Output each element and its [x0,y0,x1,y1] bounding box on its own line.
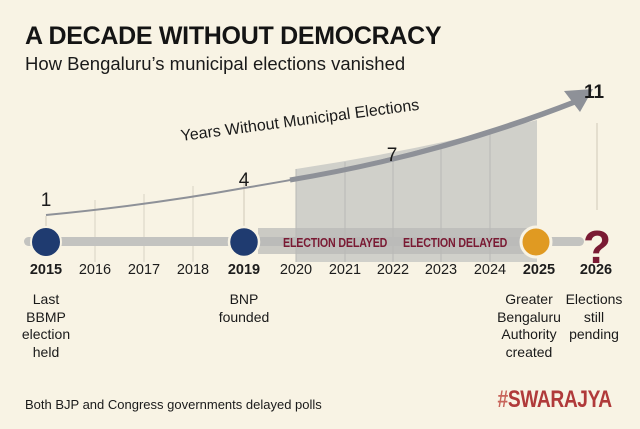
count-2022: 7 [386,145,398,166]
year-2017: 2017 [127,262,161,278]
year-gridlines [94,186,194,262]
brand-logo: #SWARAJYA [497,386,613,413]
year-2015: 2015 [29,262,63,278]
page-title: A DECADE WITHOUT DEMOCRACY [25,22,442,50]
year-2024: 2024 [473,262,507,278]
count-2015: 1 [40,190,52,211]
year-2016: 2016 [78,262,112,278]
footer-note: Both BJP and Congress governments delaye… [25,397,322,412]
year-2023: 2023 [424,262,458,278]
year-2020: 2020 [279,262,313,278]
year-2021: 2021 [328,262,362,278]
delay-shaded-area [296,120,537,262]
marker-2015 [30,226,62,258]
year-2025: 2025 [522,262,556,278]
year-2022: 2022 [376,262,410,278]
year-2026: 2026 [579,262,613,278]
marker-2025 [519,225,553,259]
event-2026-label: Elections still pending [565,291,623,342]
delay-label-2: ELECTION DELAYED [403,235,508,250]
year-2018: 2018 [176,262,210,278]
count-2026: 11 [583,82,605,103]
event-2015-label: Last BBMP election held [21,291,71,360]
event-2025-label: Greater Bengaluru Authority created [497,291,561,360]
count-2019: 4 [238,170,250,191]
year-2019: 2019 [227,262,261,278]
marker-2019 [227,225,261,259]
event-2019-label: BNP founded [218,291,270,325]
question-mark-icon: ? [583,221,611,273]
delay-label-1: ELECTION DELAYED [283,235,388,250]
page-subtitle: How Bengaluru’s municipal elections vani… [25,53,406,74]
arrow-head-icon [564,89,593,112]
